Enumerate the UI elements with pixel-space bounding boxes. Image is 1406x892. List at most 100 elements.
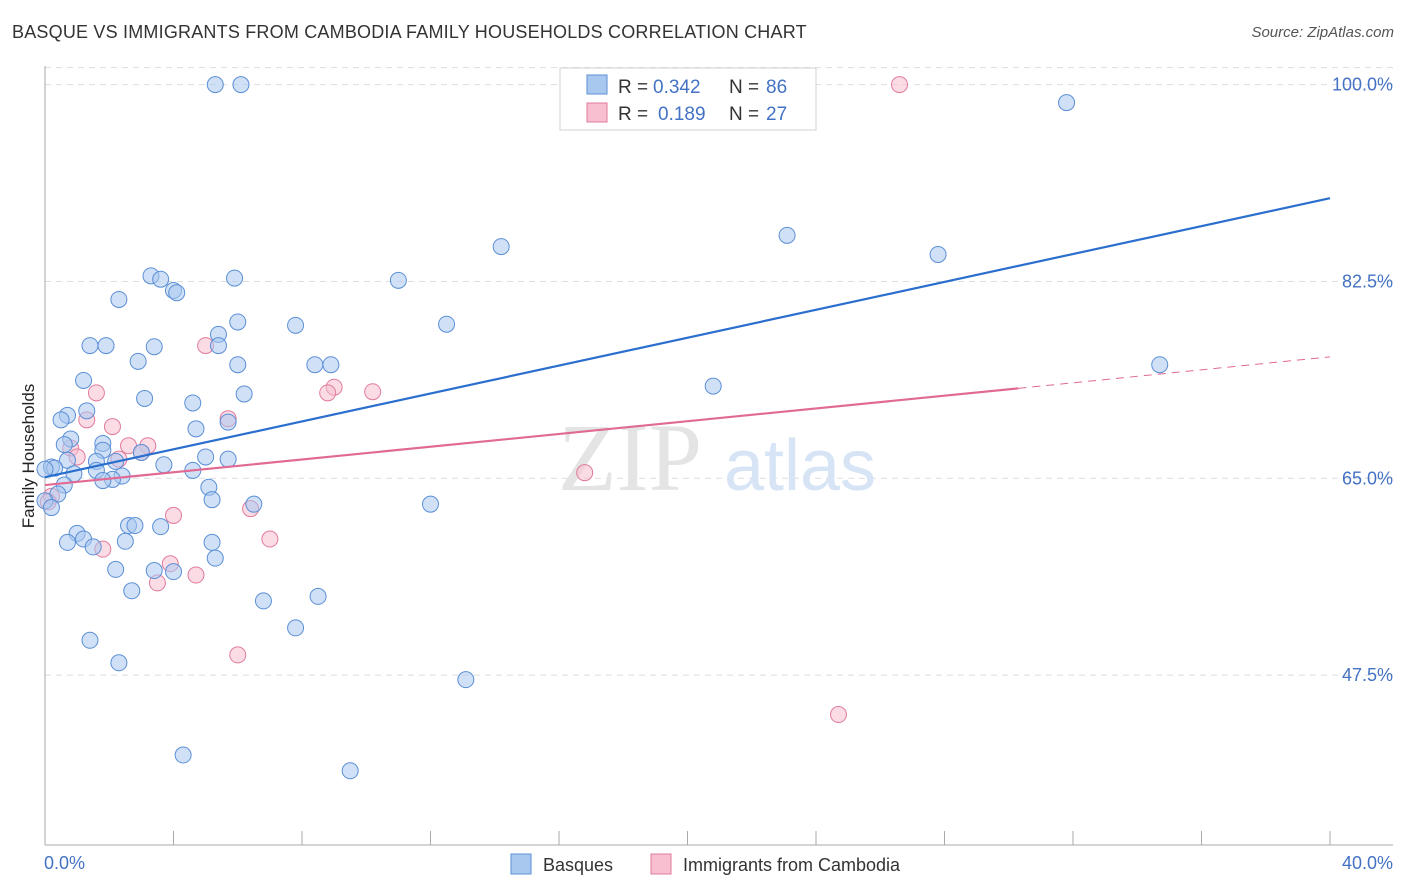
basques-point	[206, 549, 224, 567]
cambodia-point	[229, 646, 247, 664]
axes	[44, 66, 1393, 846]
chart-source: Source: ZipAtlas.com	[1251, 24, 1394, 41]
cambodia-point	[364, 383, 382, 401]
watermark-atlas: atlas	[724, 426, 876, 506]
basques-point	[174, 746, 192, 764]
basques-point	[254, 592, 272, 610]
trend-lines	[44, 197, 1331, 487]
basques-point	[203, 533, 221, 551]
basques-point	[187, 420, 205, 438]
series-basques-points	[36, 76, 1169, 780]
basques-point	[52, 411, 70, 429]
basques-point	[97, 337, 115, 355]
basques-point	[704, 377, 722, 395]
basques-point	[123, 582, 141, 600]
cambodia-point	[87, 384, 105, 402]
x-tick-label-max: 40.0%	[1342, 853, 1393, 873]
basques-point	[309, 587, 327, 605]
basques-point	[152, 518, 170, 536]
legend-r-value-1: 0.342	[653, 77, 701, 98]
basques-point	[136, 389, 154, 407]
basques-point	[287, 316, 305, 334]
cambodia-point	[891, 76, 909, 94]
basques-point	[245, 495, 263, 513]
basques-point	[209, 337, 227, 355]
basques-point	[219, 450, 237, 468]
x-tick-label-min: 0.0%	[44, 853, 85, 873]
basques-point	[165, 563, 182, 581]
basques-point	[235, 385, 253, 403]
basques-point	[81, 337, 99, 355]
bottom-legend-label-basques: Basques	[543, 855, 613, 875]
basques-point	[110, 290, 128, 308]
cambodia-point	[261, 530, 279, 548]
legend-n-value-1: 86	[766, 77, 787, 98]
basques-point	[1151, 356, 1169, 374]
basques-point	[84, 538, 102, 556]
legend-n-label-2: N =	[729, 104, 759, 125]
basques-point	[129, 352, 147, 370]
basques-point	[306, 356, 324, 374]
y-tick-label: 82.5%	[1342, 271, 1393, 291]
basques-point	[778, 226, 796, 244]
basques-point	[1058, 94, 1076, 112]
basques-point	[168, 284, 186, 302]
basques-point	[457, 671, 475, 689]
series-cambodia-points	[39, 76, 909, 724]
legend-r-label-2: R =	[618, 104, 648, 125]
basques-point	[184, 394, 202, 412]
watermark-zip: ZIP	[558, 404, 702, 511]
y-tick-label: 65.0%	[1342, 468, 1393, 488]
basques-point	[206, 76, 224, 94]
basques-point	[58, 533, 76, 551]
basques-point	[110, 654, 128, 672]
basques-point	[145, 338, 163, 356]
basques-point	[219, 413, 237, 431]
x-tick-labels: 0.0% 40.0%	[44, 853, 1393, 873]
cambodia-point	[576, 464, 594, 482]
basques-point	[81, 631, 99, 649]
basques-point	[438, 315, 456, 333]
legend-r-value-2: 0.189	[658, 104, 706, 125]
basques-point	[55, 436, 73, 454]
basques-point	[36, 460, 54, 478]
chart-title: BASQUE VS IMMIGRANTS FROM CAMBODIA FAMIL…	[12, 22, 807, 42]
basques-point	[116, 532, 134, 550]
cambodia-trend-line	[44, 387, 1019, 487]
basques-point	[229, 313, 247, 331]
basques-point	[322, 356, 340, 374]
basques-point	[232, 76, 250, 94]
basques-point	[126, 517, 144, 535]
basques-point	[389, 271, 407, 289]
basques-point	[42, 499, 60, 517]
legend-n-value-2: 27	[766, 104, 787, 125]
cambodia-point	[165, 506, 182, 524]
basques-point	[226, 269, 244, 287]
basques-point	[75, 371, 93, 389]
basques-point	[155, 456, 173, 474]
cambodia-point	[829, 706, 847, 724]
bottom-legend-swatch-basques	[510, 853, 532, 875]
basques-point	[145, 562, 163, 580]
y-tick-label: 47.5%	[1342, 665, 1393, 685]
basques-point	[203, 491, 221, 509]
basques-point	[78, 402, 96, 420]
legend-swatch-basques	[586, 74, 608, 95]
legend-box: R = 0.342 N = 86 R = 0.189 N = 27	[559, 67, 817, 131]
bottom-legend-label-cambodia: Immigrants from Cambodia	[683, 855, 901, 875]
bottom-legend-swatch-cambodia	[650, 853, 672, 875]
basques-trend-line	[44, 197, 1331, 479]
cambodia-point	[187, 566, 205, 584]
basques-point	[229, 356, 247, 374]
basques-point	[197, 448, 215, 466]
bottom-legend: Basques Immigrants from Cambodia	[510, 853, 901, 875]
legend-r-label-1: R =	[618, 77, 648, 98]
basques-point	[929, 245, 947, 263]
y-axis-title: Family Households	[19, 384, 38, 529]
basques-point	[152, 270, 170, 288]
basques-point	[422, 495, 439, 513]
cambodia-point	[319, 384, 337, 402]
basques-point	[492, 238, 510, 256]
legend-n-label-1: N =	[729, 77, 759, 98]
